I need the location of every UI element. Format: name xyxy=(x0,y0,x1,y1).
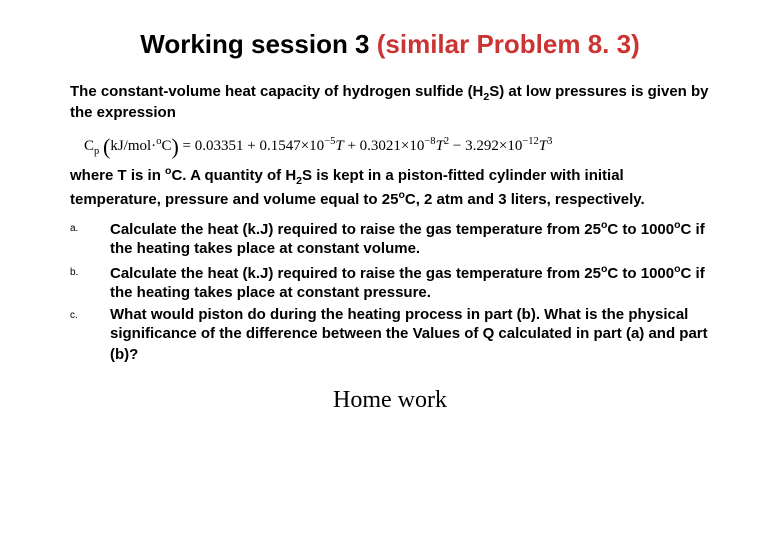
question-list: a. Calculate the heat (k.J) required to … xyxy=(70,219,710,364)
eq-units-post: C xyxy=(161,138,171,154)
item-mid: C to 1000 xyxy=(607,221,674,238)
equation: Cp (kJ/mol·oC) = 0.03351 + 0.1547×10−5T … xyxy=(84,130,710,157)
eq-c0: 0.03351 xyxy=(195,138,244,154)
list-item: a. Calculate the heat (k.J) required to … xyxy=(70,219,710,259)
eq-lhs-c: C xyxy=(84,138,94,154)
item-pre: What would piston do during the heating … xyxy=(110,306,708,363)
intro-pre: The constant-volume heat capacity of hyd… xyxy=(70,83,483,100)
list-marker: a. xyxy=(70,219,110,259)
slide-title: Working session 3 (similar Problem 8. 3) xyxy=(70,30,710,59)
where-unit: C. A quantity of H xyxy=(171,167,296,184)
eq-c2: 0.3021 xyxy=(360,138,401,154)
list-body: Calculate the heat (k.J) required to rai… xyxy=(110,219,710,259)
slide: Working session 3 (similar Problem 8. 3)… xyxy=(0,0,780,540)
eq-e3: −12 xyxy=(522,136,538,147)
where-pre: where T is in xyxy=(70,167,165,184)
list-item: c. What would piston do during the heati… xyxy=(70,306,710,364)
list-body: Calculate the heat (k.J) required to rai… xyxy=(110,263,710,303)
item-mid: C to 1000 xyxy=(607,265,674,282)
lparen-icon: ( xyxy=(103,134,110,159)
where-paragraph: where T is in oC. A quantity of H2S is k… xyxy=(70,165,710,209)
list-marker: c. xyxy=(70,306,110,364)
title-suffix: (similar Problem 8. 3) xyxy=(377,29,640,59)
list-marker: b. xyxy=(70,263,110,303)
intro-paragraph: The constant-volume heat capacity of hyd… xyxy=(70,83,710,123)
eq-e1: −5 xyxy=(324,136,335,147)
homework-label: Home work xyxy=(70,387,710,414)
title-prefix: Working session 3 xyxy=(140,29,376,59)
eq-units-pre: kJ/mol· xyxy=(110,138,156,154)
list-item: b. Calculate the heat (k.J) required to … xyxy=(70,263,710,303)
eq-lhs-sub: p xyxy=(94,146,99,157)
eq-c1: 0.1547 xyxy=(259,138,300,154)
eq-c3: 3.292 xyxy=(465,138,499,154)
item-pre: Calculate the heat (k.J) required to rai… xyxy=(110,265,601,282)
list-body: What would piston do during the heating … xyxy=(110,306,710,364)
eq-e2: −8 xyxy=(424,136,435,147)
item-pre: Calculate the heat (k.J) required to rai… xyxy=(110,221,601,238)
rparen-icon: ) xyxy=(171,134,178,159)
where-tail: C, 2 atm and 3 liters, respectively. xyxy=(405,191,645,208)
